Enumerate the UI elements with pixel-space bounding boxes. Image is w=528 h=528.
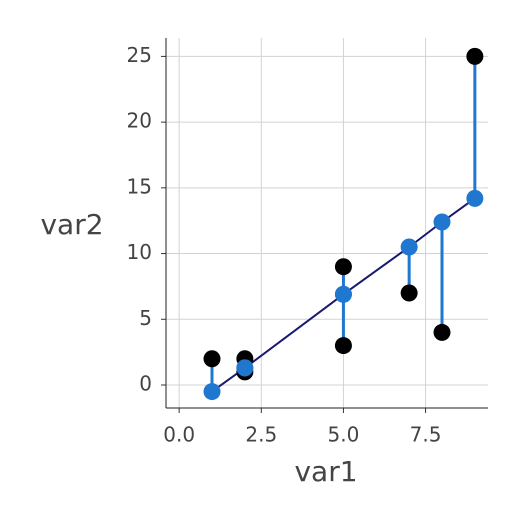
y-tick-label: 10: [127, 240, 152, 264]
fitted-point: [203, 383, 221, 401]
y-tick-label: 0: [139, 371, 152, 395]
y-tick-label: 20: [127, 109, 152, 133]
observed-point: [334, 258, 352, 276]
fitted-point: [334, 285, 352, 303]
y-tick-label: 15: [127, 174, 152, 198]
y-axis-label: var2: [40, 208, 103, 241]
x-tick-label: 7.5: [410, 423, 442, 447]
observed-point: [400, 284, 418, 302]
fitted-point: [433, 213, 451, 231]
y-tick-label: 25: [127, 43, 152, 67]
observed-point: [433, 323, 451, 341]
fitted-point: [236, 359, 254, 377]
y-tick-label: 5: [139, 306, 152, 330]
observed-point: [203, 350, 221, 368]
fitted-point: [400, 238, 418, 256]
x-tick-label: 0.0: [163, 423, 195, 447]
x-tick-label: 5.0: [328, 423, 360, 447]
x-tick-label: 2.5: [245, 423, 277, 447]
observed-point: [334, 337, 352, 355]
x-axis-label: var1: [294, 455, 357, 488]
observed-point: [466, 47, 484, 65]
fitted-point: [466, 189, 484, 207]
